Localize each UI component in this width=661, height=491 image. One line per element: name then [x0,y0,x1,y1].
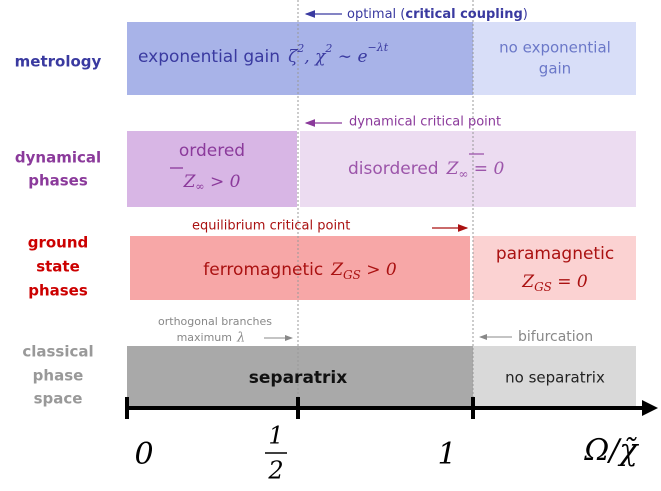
text: disordered [348,159,439,179]
math: 2 [324,42,332,55]
annotation: orthogonal branches [158,315,272,328]
box-disordered [300,131,636,207]
row-label: ground [28,234,89,252]
box-no-separatrix [473,346,636,407]
box-text: paramagnetic [496,244,614,264]
box-text: exponential gain ζ2, χ2 ∼ e−λt [138,41,389,67]
row-label: phases [28,172,88,190]
annotation: λ [236,331,245,346]
axis-label: 1 [268,422,283,450]
row-label: metrology [15,53,102,71]
math: > 0 [205,172,241,192]
box-text: separatrix [249,368,347,388]
math: = 0 [552,272,588,292]
box-text: ZGS = 0 [521,272,588,294]
math: ∞ [458,167,468,181]
math: GS [534,280,552,294]
math: ∼ e [332,47,367,67]
annotation: optimal (critical coupling) [347,7,528,22]
math: Z [330,260,344,280]
text: exponential gain [138,47,280,67]
text: optimal ( [347,7,405,22]
axis-arrow [642,400,658,416]
box-text: no exponential [499,39,611,57]
box-text: ordered [179,141,245,161]
row-label: phases [28,282,88,300]
math: GS [343,268,361,282]
math: ∞ [195,180,204,193]
axis-label: 2 [267,457,283,485]
math: Z [446,159,460,179]
row-label: space [34,390,83,408]
math: −λt [368,41,389,54]
axis-label: 0 [134,437,153,472]
row-label: state [36,258,80,276]
row-label: dynamical [15,149,101,167]
math: ζ [288,47,299,67]
box-text: disordered Z∞ = 0 [348,159,504,181]
box-metrology-none [473,22,636,95]
annotation: bifurcation [518,329,593,345]
math: Z [183,172,197,192]
box-para [473,236,636,300]
box-ordered [127,131,297,207]
box-ferro [130,236,470,300]
box-metrology-gain [127,22,473,95]
box-text: no separatrix [505,369,605,387]
box-text: gain [539,60,571,78]
math: = 0 [468,159,504,179]
axis-label: 1 [437,437,456,472]
math: > 0 [361,260,397,280]
axis-label: Ω/χ̃ [583,433,639,468]
annotation: dynamical critical point [349,115,501,130]
annotation: equilibrium critical point [192,219,350,234]
box-text: Z∞ > 0 [183,172,241,194]
text: ) [523,7,528,22]
text: ferromagnetic [203,260,323,280]
annotation: maximum [177,331,232,344]
math: , χ [304,47,327,67]
math: Z [521,272,535,292]
row-label: phase [33,367,84,385]
box-text: ferromagnetic ZGS > 0 [203,260,397,282]
text: critical coupling [405,7,522,22]
row-label: classical [22,343,93,361]
box-separatrix [127,346,473,407]
math: 2 [296,42,304,55]
